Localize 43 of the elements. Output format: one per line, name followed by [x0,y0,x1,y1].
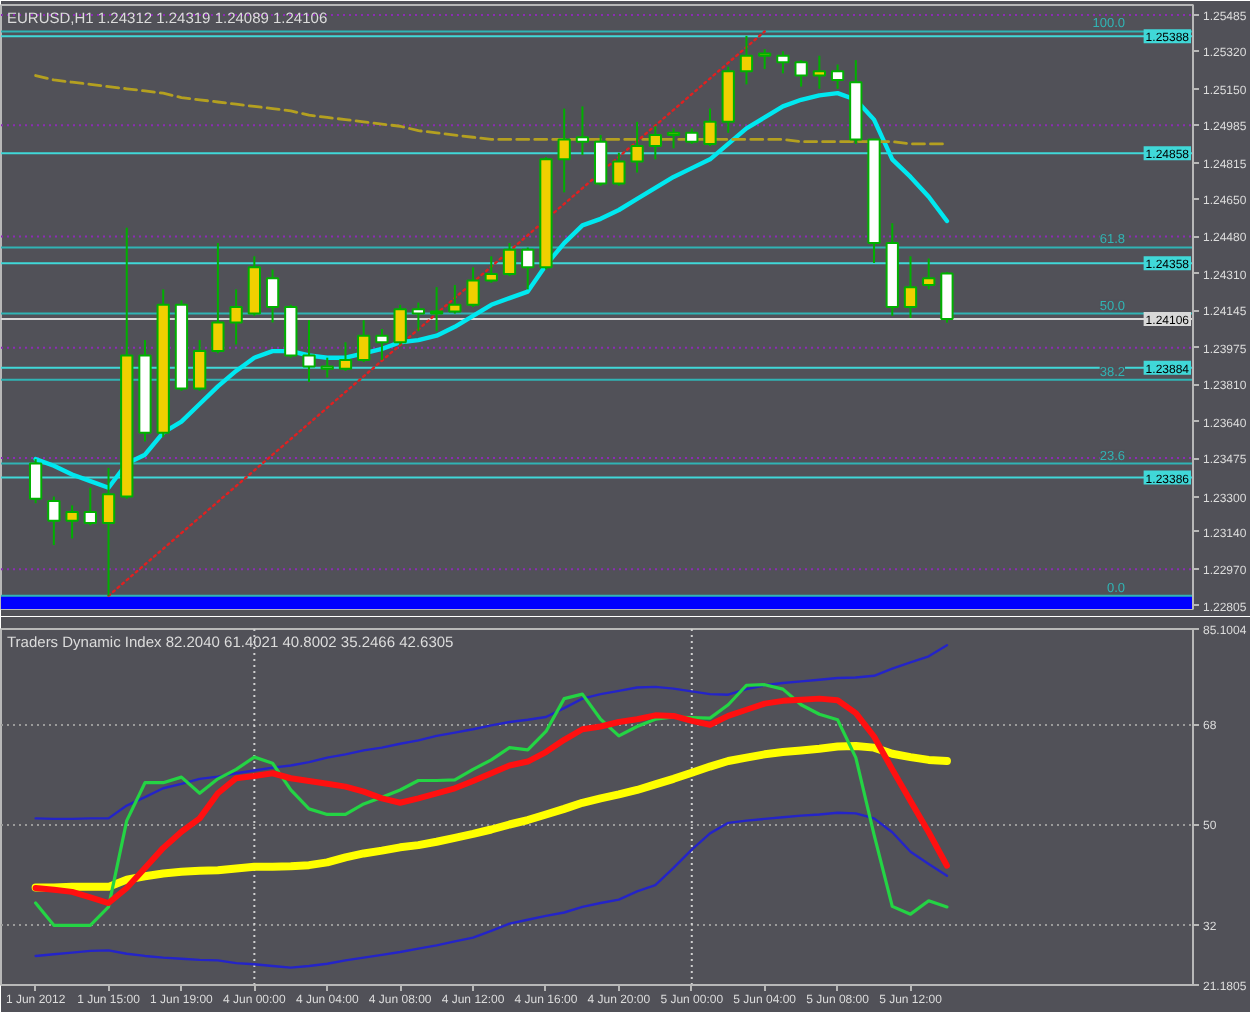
candlestick [83,486,97,527]
candlestick [47,495,61,547]
candlestick [502,242,517,278]
candlestick [812,54,827,90]
candlestick [630,120,644,174]
candlestick [703,107,717,148]
candlestick [940,270,954,324]
candlestick [247,255,261,317]
candlestick [65,504,79,540]
candlestick [429,286,444,333]
candlestick [903,255,918,320]
candlestick [211,242,225,355]
candlestick [265,268,280,324]
candlestick [776,50,790,75]
candlestick [101,466,116,597]
candlestick [375,328,389,361]
candlestick [393,303,407,346]
candlestick [575,105,590,156]
candlestick [229,288,243,346]
candlestick [830,63,845,90]
candlestick [466,266,480,308]
candlestick [794,59,808,88]
candlestick [484,255,498,284]
candlestick [648,125,662,161]
candlestick [739,34,754,86]
line-series [33,90,950,490]
candlestick [193,339,207,392]
candlestick [594,134,608,187]
line-series [34,811,949,969]
candlestick [666,127,681,150]
candlestick [302,319,316,383]
candlestick [612,151,626,187]
candlestick [357,319,371,364]
candlestick [411,301,426,333]
candlestick [28,458,43,505]
candlestick [521,246,535,291]
candlestick [557,107,571,194]
candlestick [320,356,334,379]
line-series [31,741,951,892]
candlestick [338,341,353,372]
candlestick [758,48,772,70]
candlestick [922,257,936,291]
candlestick [448,283,462,315]
